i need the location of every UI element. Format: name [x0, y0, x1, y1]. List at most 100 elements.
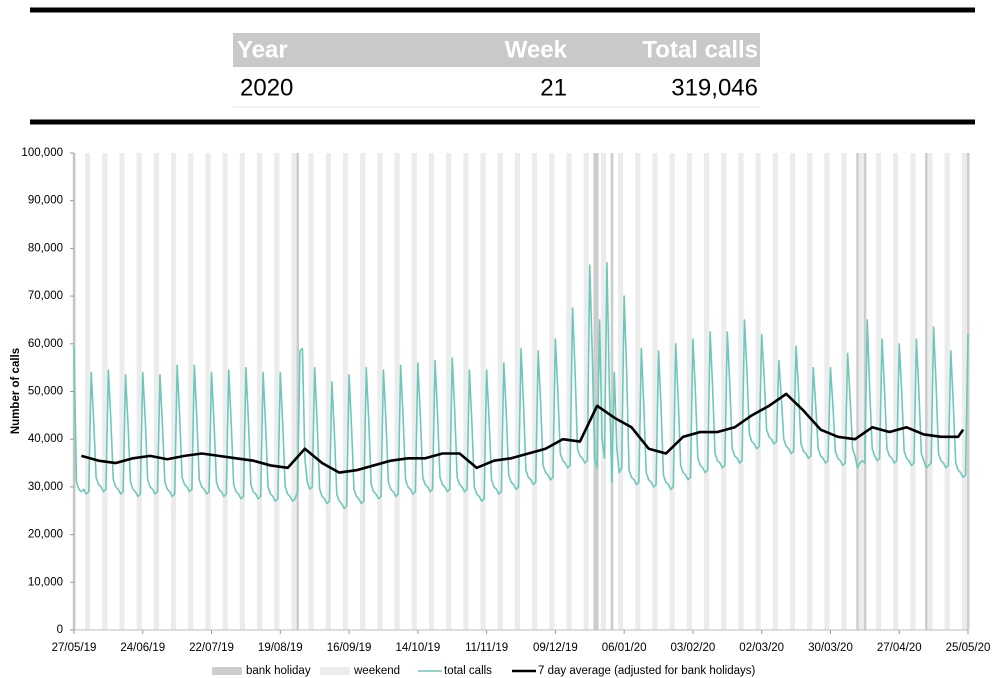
x-tick-label: 16/09/19: [327, 642, 372, 654]
weekend-band: [672, 153, 675, 630]
bands: [72, 153, 970, 630]
weekend-band: [414, 153, 417, 630]
weekend-band: [807, 153, 810, 630]
x-tick-label: 11/11/19: [465, 642, 508, 654]
plot: 0 10,000 20,000 30,000 40,000 50,000 60,000 70,…: [21, 147, 990, 654]
weekend-band: [394, 153, 398, 630]
weekend-band: [654, 153, 658, 630]
legend-label: total calls: [444, 665, 492, 677]
weekend-band: [861, 153, 864, 630]
weekend-band: [878, 153, 882, 630]
x-tick-label: 24/06/19: [120, 642, 165, 654]
x-tick-label: 03/02/20: [671, 642, 716, 654]
weekend-band: [568, 153, 572, 630]
weekend-band: [809, 153, 813, 630]
weekend-band: [121, 153, 125, 630]
weekend-band: [136, 153, 140, 630]
weekend-band: [893, 153, 896, 630]
bank-holiday-band: [856, 153, 859, 630]
weekend-band: [566, 153, 570, 630]
weekend-band: [85, 153, 88, 630]
weekend-band: [411, 153, 415, 630]
y-tick-label: 30,000: [28, 481, 63, 493]
header-week: Week: [505, 36, 568, 63]
header-year: Year: [237, 36, 288, 63]
weekend-band: [293, 153, 297, 630]
weekend-band: [465, 153, 469, 630]
weekend-band: [964, 153, 968, 630]
weekend-band: [156, 153, 159, 630]
x-tick-label: 30/03/20: [808, 642, 853, 654]
weekend-band: [276, 153, 280, 630]
cell-total: 319,046: [671, 74, 758, 101]
weekend-band: [173, 153, 177, 630]
x-tick-label: 25/05/20: [946, 642, 991, 654]
weekend-band: [446, 153, 449, 630]
weekend-band: [947, 153, 950, 630]
weekend-band: [360, 153, 363, 630]
weekend-band: [87, 153, 91, 630]
weekend-band: [259, 153, 263, 630]
weekend-band: [190, 153, 194, 630]
y-tick-label: 60,000: [28, 338, 63, 350]
y-tick-label: 50,000: [28, 386, 63, 398]
bank-holiday-band: [966, 153, 970, 630]
weekend-band: [139, 153, 142, 630]
weekend-band: [912, 153, 916, 630]
weekend-band: [256, 153, 260, 630]
weekend-band: [325, 153, 329, 630]
weekend-band: [532, 153, 535, 630]
weekend-band: [841, 153, 845, 630]
weekend-band: [428, 153, 432, 630]
x-tick-label: 27/05/19: [52, 642, 97, 654]
cell-year: 2020: [240, 74, 293, 101]
weekend-band: [274, 153, 277, 630]
weekend-band: [721, 153, 724, 630]
weekend-band: [895, 153, 899, 630]
weekend-band: [600, 153, 604, 630]
weekend-band: [482, 153, 486, 630]
cell-week: 21: [540, 74, 567, 101]
weekend-band: [153, 153, 157, 630]
y-tick-label: 10,000: [28, 576, 63, 588]
header-total: Total calls: [642, 36, 758, 63]
weekend-band: [723, 153, 727, 630]
total-calls-line: [73, 261, 969, 510]
weekend-band: [826, 153, 830, 630]
weekend-band: [686, 153, 690, 630]
weekend-band: [396, 153, 400, 630]
weekend-band: [706, 153, 710, 630]
weekend-band: [843, 153, 847, 630]
y-tick-label: 40,000: [28, 433, 63, 445]
weekend-band: [345, 153, 349, 630]
legend-label: bank holiday: [246, 665, 311, 677]
y-tick-label: 90,000: [28, 195, 63, 207]
weekend-band: [620, 153, 624, 630]
weekend-band: [171, 153, 174, 630]
y-tick-label: 20,000: [28, 529, 63, 541]
weekend-band: [929, 153, 933, 630]
weekend-band: [689, 153, 692, 630]
weekend-band: [377, 153, 381, 630]
weekend-band: [514, 153, 518, 630]
weekend-band: [480, 153, 484, 630]
weekend-band: [669, 153, 673, 630]
y-axis-label: Number of calls: [10, 348, 22, 434]
weekend-band: [652, 153, 656, 630]
bank-holiday-band: [595, 153, 599, 630]
x-tick-label: 02/03/20: [739, 642, 784, 654]
weekend-band: [961, 153, 965, 630]
weekend-band: [239, 153, 243, 630]
weekend-band: [328, 153, 331, 630]
weekend-band: [772, 153, 776, 630]
weekend-band: [789, 153, 793, 630]
weekend-band: [703, 153, 707, 630]
y-tick-label: 80,000: [28, 242, 63, 254]
weekend-band: [500, 153, 503, 630]
weekend-band: [205, 153, 209, 630]
weekend-band: [740, 153, 744, 630]
weekend-band: [311, 153, 314, 630]
x-tick-label: 19/08/19: [258, 642, 303, 654]
weekend-band: [379, 153, 383, 630]
